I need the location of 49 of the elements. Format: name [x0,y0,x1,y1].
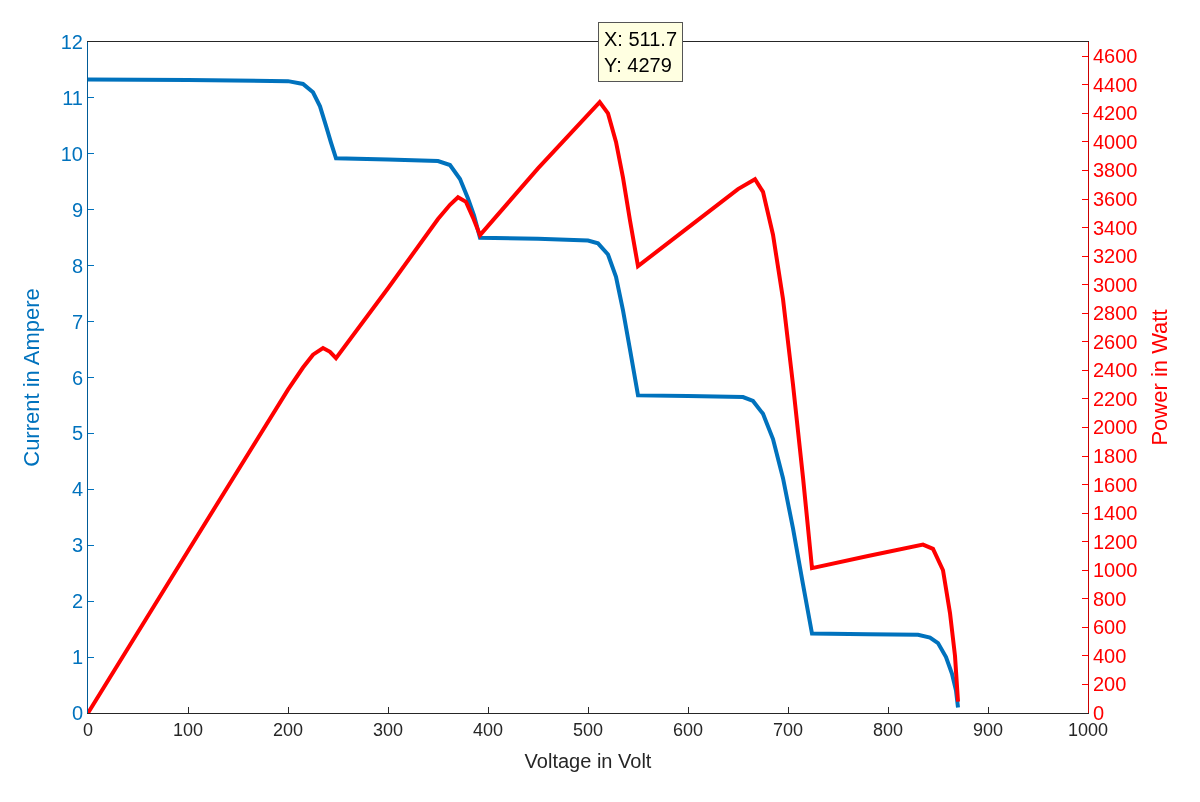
y2-tick-label: 800 [1093,587,1127,610]
y2-tick-label: 3000 [1093,273,1138,296]
x-tick-label: 400 [472,719,504,740]
x-tick-label: 700 [772,719,804,740]
y-tick-label: 6 [71,366,83,389]
x-axis-title: Voltage in Volt [524,750,652,773]
y-tick-label: 8 [71,254,83,277]
y2-tick-label: 2000 [1093,416,1138,439]
y2-tick-label: 4000 [1093,130,1138,153]
x-tick-label: 100 [172,719,204,740]
y-tick-label: 12 [60,31,83,53]
x-tick-label: 300 [372,719,404,740]
y2-tick-label: 3600 [1093,188,1138,211]
y2-tick-label: 3200 [1093,245,1138,268]
y-tick-label: 5 [71,422,83,445]
y2-tick-label: 4200 [1093,102,1138,125]
y2-tick-label: 3400 [1093,216,1138,239]
y2-axis-title: Power in Watt [1147,309,1173,446]
y2-tick-label: 2600 [1093,330,1138,353]
y2-tick-label: 4600 [1093,45,1138,68]
y2-tick-label: 600 [1093,616,1127,639]
y-tick-label: 0 [71,702,83,724]
y2-tick-label: 1400 [1093,502,1138,525]
y-tick-label: 2 [71,590,83,613]
y2-tick-label: 200 [1093,673,1127,696]
y2-tick-label: 2200 [1093,387,1138,410]
y2-tick-label: 400 [1093,644,1127,667]
y2-tick-label: 1600 [1093,473,1138,496]
y-tick-label: 4 [71,478,83,501]
annotation: X: 511.7 Y: 4279 [604,28,678,76]
y-tick-label: 9 [71,198,83,221]
y2-tick-label: 4400 [1093,73,1138,96]
y2-tick-label: 1800 [1093,445,1138,468]
x-tick-label: 600 [672,719,704,740]
y-tick-label: 7 [71,310,83,333]
x-tick-label: 500 [572,719,604,740]
y-tick-label: 1 [71,646,83,669]
y2-tick-label: 2800 [1093,302,1138,325]
y-tick-label: 10 [60,142,83,165]
y2-tick-label: 2400 [1093,359,1138,382]
x-tick-label: 900 [972,719,1004,740]
y-tick-label: 11 [62,86,83,109]
y2-tick-label: 1000 [1093,559,1138,582]
x-tick-label: 200 [272,719,304,740]
y2-tick-label: 1200 [1093,530,1138,553]
y-tick-label: 3 [71,534,83,557]
y2-tick-label: 3800 [1093,159,1138,182]
x-tick-label: 800 [872,719,904,740]
y-axis-title: Current in Ampere [18,288,44,467]
